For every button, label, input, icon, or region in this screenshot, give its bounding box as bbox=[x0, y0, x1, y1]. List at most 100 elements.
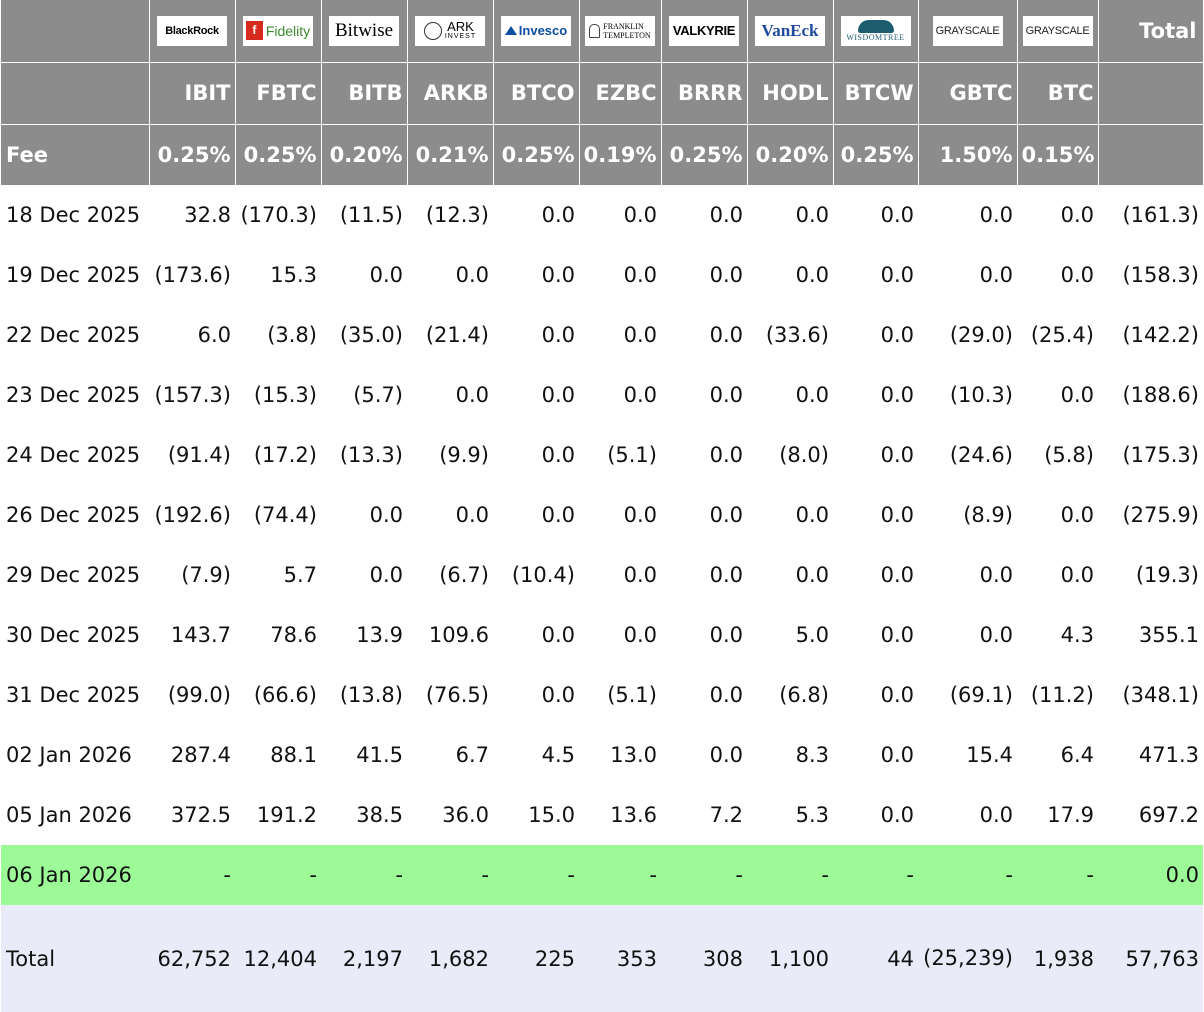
flow-cell: 0.0 bbox=[833, 785, 918, 845]
cumulative-cell: 225 bbox=[493, 905, 579, 1012]
flow-cell: (5.8) bbox=[1017, 425, 1098, 485]
fidelity-logo: f Fidelity bbox=[243, 15, 313, 46]
date-cell: 19 Dec 2025 bbox=[1, 245, 149, 305]
flow-cell: (173.6) bbox=[149, 245, 235, 305]
table-row: 22 Dec 2025 6.0 (3.8) (35.0) (21.4) 0.0 0.0 0.0… bbox=[1, 305, 1203, 365]
ticker-cell: BTCO bbox=[493, 62, 580, 125]
flow-cell: 13.9 bbox=[321, 605, 407, 665]
flow-cell: (8.0) bbox=[747, 425, 833, 485]
franklin-templeton-logo: FRANKLIN TEMPLETON bbox=[585, 15, 655, 46]
row-total-cell: (175.3) bbox=[1098, 425, 1203, 485]
wisdomtree-logo: WISDOMTREE bbox=[840, 15, 911, 46]
flow-cell: 0.0 bbox=[661, 425, 747, 485]
flow-cell: (33.6) bbox=[747, 305, 833, 365]
blackrock-logo: BlackRock bbox=[157, 15, 227, 46]
flow-cell: 15.4 bbox=[918, 725, 1017, 785]
flow-cell: 0.0 bbox=[918, 605, 1017, 665]
flow-cell: 0.0 bbox=[833, 185, 918, 245]
flow-cell: 0.0 bbox=[1017, 365, 1098, 425]
row-total-cell: (158.3) bbox=[1098, 245, 1203, 305]
flow-cell: 15.0 bbox=[493, 785, 579, 845]
logo-row: BlackRock f Fidelity Bitwise ARK INVEST In… bbox=[1, 0, 1204, 63]
date-cell: 02 Jan 2026 bbox=[1, 725, 149, 785]
table-row: 26 Dec 2025 (192.6) (74.4) 0.0 0.0 0.0 0.0 0.0 0… bbox=[1, 485, 1203, 545]
row-total-cell: 697.2 bbox=[1098, 785, 1203, 845]
flow-cell: 0.0 bbox=[493, 665, 579, 725]
flow-cell: - bbox=[149, 845, 235, 905]
flow-cell: (15.3) bbox=[235, 365, 321, 425]
flow-cell: 0.0 bbox=[579, 305, 661, 365]
table-row: 02 Jan 2026 287.4 88.1 41.5 6.7 4.5 13.0 0.0 8.3… bbox=[1, 725, 1203, 785]
flow-cell: (11.2) bbox=[1017, 665, 1098, 725]
ticker-row: IBIT FBTC BITB ARKB BTCO EZBC BRRR HODL … bbox=[1, 62, 1204, 125]
flow-cell: 0.0 bbox=[661, 305, 747, 365]
flow-cell: 0.0 bbox=[661, 605, 747, 665]
flow-cell: (8.9) bbox=[918, 485, 1017, 545]
flow-cell: 109.6 bbox=[407, 605, 493, 665]
flow-cell: 0.0 bbox=[579, 365, 661, 425]
table-row: 05 Jan 2026 372.5 191.2 38.5 36.0 15.0 13.6 7.2… bbox=[1, 785, 1203, 845]
fee-cell: 0.25% bbox=[661, 124, 748, 185]
ticker-cell: FBTC bbox=[235, 62, 322, 125]
flow-cell: 0.0 bbox=[661, 725, 747, 785]
row-total-cell: 471.3 bbox=[1098, 725, 1203, 785]
flow-cell: 0.0 bbox=[661, 545, 747, 605]
ticker-corner-cell bbox=[1, 62, 150, 125]
corner-cell bbox=[1, 0, 150, 63]
flow-cell: 0.0 bbox=[1017, 545, 1098, 605]
flow-cell: - bbox=[321, 845, 407, 905]
row-total-cell: (188.6) bbox=[1098, 365, 1203, 425]
grand-total-cell: 57,763 bbox=[1098, 905, 1203, 1012]
ticker-cell: ARKB bbox=[407, 62, 494, 125]
flow-cell: 0.0 bbox=[321, 545, 407, 605]
totals-label: Total bbox=[1, 905, 149, 1012]
date-cell: 22 Dec 2025 bbox=[1, 305, 149, 365]
flow-cell: (5.1) bbox=[579, 425, 661, 485]
flow-cell: 0.0 bbox=[833, 245, 918, 305]
flow-cell: 0.0 bbox=[833, 425, 918, 485]
flow-cell: (21.4) bbox=[407, 305, 493, 365]
flow-cell: 41.5 bbox=[321, 725, 407, 785]
flow-cell: (9.9) bbox=[407, 425, 493, 485]
date-cell: 29 Dec 2025 bbox=[1, 545, 149, 605]
fee-cell: 0.15% bbox=[1017, 124, 1099, 185]
flow-cell: 0.0 bbox=[661, 365, 747, 425]
fee-cell: 0.25% bbox=[833, 124, 919, 185]
fee-cell: 0.25% bbox=[235, 124, 322, 185]
table-row: 29 Dec 2025 (7.9) 5.7 0.0 (6.7) (10.4) 0.0 0.0 0… bbox=[1, 545, 1203, 605]
flow-cell: 0.0 bbox=[493, 365, 579, 425]
cumulative-cell: 308 bbox=[661, 905, 747, 1012]
flow-cell: - bbox=[1017, 845, 1098, 905]
fee-row: Fee 0.25% 0.25% 0.20% 0.21% 0.25% 0.19% … bbox=[1, 124, 1204, 185]
flow-cell: - bbox=[661, 845, 747, 905]
flow-cell: 0.0 bbox=[579, 605, 661, 665]
flow-cell: 0.0 bbox=[918, 785, 1017, 845]
flow-cell: 0.0 bbox=[493, 305, 579, 365]
flow-cell: 0.0 bbox=[493, 425, 579, 485]
flow-cell: (10.4) bbox=[493, 545, 579, 605]
flow-cell: 15.3 bbox=[235, 245, 321, 305]
flow-cell: 0.0 bbox=[833, 725, 918, 785]
row-total-cell: (19.3) bbox=[1098, 545, 1203, 605]
fee-cell: 1.50% bbox=[918, 124, 1018, 185]
flow-cell: (17.2) bbox=[235, 425, 321, 485]
grayscale-logo: GRAYSCALE bbox=[932, 15, 1003, 46]
cumulative-cell: 2,197 bbox=[321, 905, 407, 1012]
flow-cell: (66.6) bbox=[235, 665, 321, 725]
fee-cell: 0.20% bbox=[321, 124, 408, 185]
flow-cell: 0.0 bbox=[661, 245, 747, 305]
flow-cell: 0.0 bbox=[579, 185, 661, 245]
flow-cell: (170.3) bbox=[235, 185, 321, 245]
table-row: 31 Dec 2025 (99.0) (66.6) (13.8) (76.5) 0.0 (5… bbox=[1, 665, 1203, 725]
ticker-cell: BITB bbox=[321, 62, 408, 125]
flow-cell: 88.1 bbox=[235, 725, 321, 785]
ticker-cell: HODL bbox=[747, 62, 834, 125]
row-total-cell: 0.0 bbox=[1098, 845, 1203, 905]
table-row: 24 Dec 2025 (91.4) (17.2) (13.3) (9.9) 0.0 (5.… bbox=[1, 425, 1203, 485]
flow-cell: (157.3) bbox=[149, 365, 235, 425]
flow-cell: 0.0 bbox=[833, 485, 918, 545]
flow-cell: - bbox=[493, 845, 579, 905]
flow-cell: 143.7 bbox=[149, 605, 235, 665]
flow-cell: (74.4) bbox=[235, 485, 321, 545]
